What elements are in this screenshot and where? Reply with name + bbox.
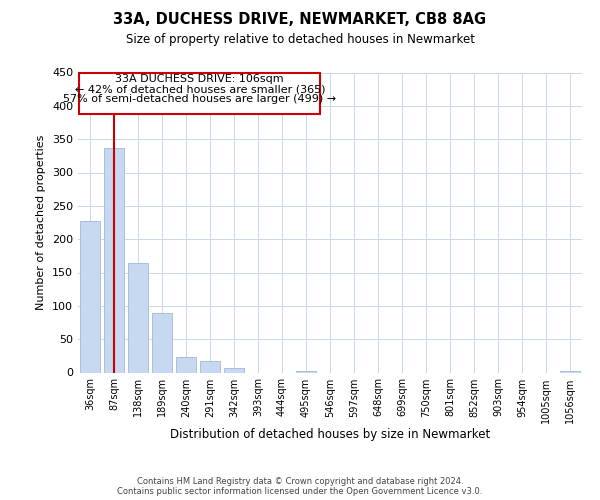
Text: 33A DUCHESS DRIVE: 106sqm: 33A DUCHESS DRIVE: 106sqm (115, 74, 284, 84)
Bar (224, 368, 244, 372)
Text: ← 42% of detached houses are smaller (365): ← 42% of detached houses are smaller (36… (74, 84, 325, 94)
Text: Size of property relative to detached houses in Newmarket: Size of property relative to detached ho… (125, 32, 475, 46)
Text: 57% of semi-detached houses are larger (499) →: 57% of semi-detached houses are larger (… (63, 94, 337, 104)
Bar (128, 262, 148, 372)
FancyBboxPatch shape (79, 72, 320, 114)
Text: 33A, DUCHESS DRIVE, NEWMARKET, CB8 8AG: 33A, DUCHESS DRIVE, NEWMARKET, CB8 8AG (113, 12, 487, 28)
Y-axis label: Number of detached properties: Number of detached properties (37, 135, 46, 310)
Bar (560, 370, 580, 372)
Bar (296, 371, 316, 372)
Bar (200, 360, 220, 372)
Bar (104, 148, 124, 372)
Text: Contains public sector information licensed under the Open Government Licence v3: Contains public sector information licen… (118, 487, 482, 496)
Bar (176, 357, 196, 372)
X-axis label: Distribution of detached houses by size in Newmarket: Distribution of detached houses by size … (170, 428, 490, 442)
Bar (152, 313, 172, 372)
Bar (80, 221, 100, 372)
Text: Contains HM Land Registry data © Crown copyright and database right 2024.: Contains HM Land Registry data © Crown c… (137, 477, 463, 486)
